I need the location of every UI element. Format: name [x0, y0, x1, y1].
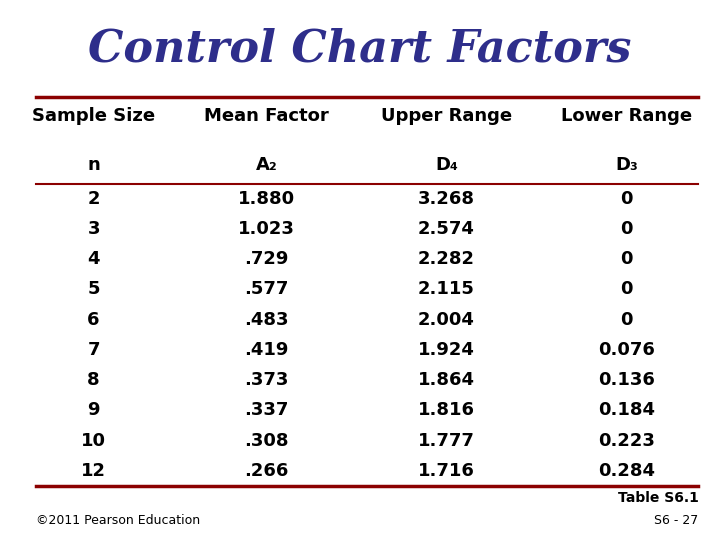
Text: 0.184: 0.184	[598, 401, 655, 420]
Text: n: n	[87, 156, 100, 174]
Text: 0: 0	[620, 280, 633, 299]
Text: 7: 7	[87, 341, 100, 359]
Text: .337: .337	[244, 401, 289, 420]
Text: 2.115: 2.115	[418, 280, 474, 299]
Text: Sample Size: Sample Size	[32, 107, 156, 125]
Text: 1.023: 1.023	[238, 220, 294, 238]
Text: 2.282: 2.282	[418, 250, 475, 268]
Text: 0: 0	[620, 190, 633, 208]
Text: 2: 2	[87, 190, 100, 208]
Text: 9: 9	[87, 401, 100, 420]
Text: 0: 0	[620, 220, 633, 238]
Text: .266: .266	[244, 462, 289, 480]
Text: 2.004: 2.004	[418, 310, 474, 329]
Text: 0.076: 0.076	[598, 341, 654, 359]
Text: D₄: D₄	[435, 156, 458, 174]
Text: .419: .419	[244, 341, 289, 359]
Text: 1.880: 1.880	[238, 190, 295, 208]
Text: 8: 8	[87, 371, 100, 389]
Text: A₂: A₂	[256, 156, 277, 174]
Text: 0: 0	[620, 250, 633, 268]
Text: Control Chart Factors: Control Chart Factors	[89, 27, 631, 70]
Text: Table S6.1: Table S6.1	[618, 491, 698, 505]
Text: 3: 3	[87, 220, 100, 238]
Text: .373: .373	[244, 371, 289, 389]
Text: 0.284: 0.284	[598, 462, 655, 480]
Text: 1.777: 1.777	[418, 431, 474, 450]
Text: 0.223: 0.223	[598, 431, 654, 450]
Text: 1.816: 1.816	[418, 401, 475, 420]
Text: 2.574: 2.574	[418, 220, 474, 238]
Text: Upper Range: Upper Range	[381, 107, 512, 125]
Text: ©2011 Pearson Education: ©2011 Pearson Education	[36, 514, 200, 526]
Text: 4: 4	[87, 250, 100, 268]
Text: 5: 5	[87, 280, 100, 299]
Text: .483: .483	[244, 310, 289, 329]
Text: 0.136: 0.136	[598, 371, 654, 389]
Text: 0: 0	[620, 310, 633, 329]
Text: .308: .308	[244, 431, 289, 450]
Text: S6 - 27: S6 - 27	[654, 514, 698, 526]
Text: 1.864: 1.864	[418, 371, 475, 389]
Text: Lower Range: Lower Range	[561, 107, 692, 125]
Text: .577: .577	[244, 280, 289, 299]
Text: D₃: D₃	[615, 156, 638, 174]
Text: Mean Factor: Mean Factor	[204, 107, 329, 125]
Text: 10: 10	[81, 431, 106, 450]
Text: 12: 12	[81, 462, 106, 480]
Text: .729: .729	[244, 250, 289, 268]
Text: 1.716: 1.716	[418, 462, 474, 480]
Text: 3.268: 3.268	[418, 190, 475, 208]
Text: 6: 6	[87, 310, 100, 329]
Text: 1.924: 1.924	[418, 341, 474, 359]
